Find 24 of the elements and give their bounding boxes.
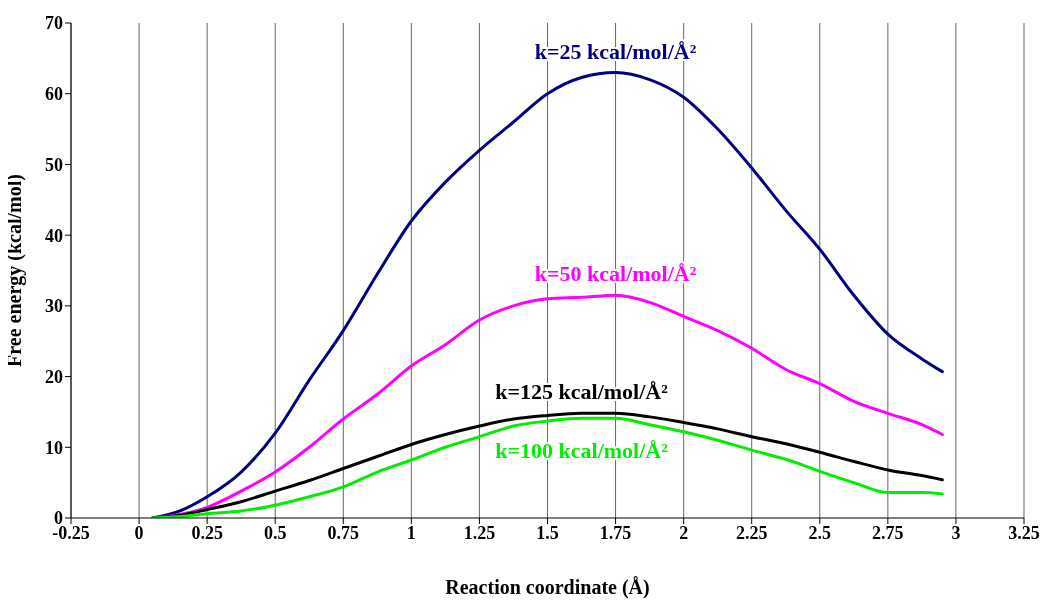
x-tick-label: 1 [406, 522, 416, 543]
x-tick-label: 2.75 [872, 522, 904, 543]
x-tick-label: 2.25 [735, 522, 768, 543]
x-tick-label: 3 [951, 522, 961, 543]
line-series [151, 71, 944, 518]
y-tick-label: 20 [45, 366, 63, 387]
y-tick-label: 60 [45, 84, 63, 105]
x-tick-label: 0.25 [191, 522, 223, 543]
y-tick-label: 30 [45, 296, 63, 317]
x-tick-label: 2 [679, 522, 689, 543]
y-tick-label: 10 [45, 437, 63, 458]
x-tick-label: 0 [134, 522, 144, 543]
y-tick-label: 40 [45, 225, 63, 246]
x-tick-label: 3.25 [1008, 522, 1040, 543]
x-tick-label: 0.75 [327, 522, 360, 543]
x-axis-title: Reaction coordinate (Å) [445, 576, 650, 599]
x-tick-label: 1.5 [536, 522, 559, 543]
y-tick-label: 70 [45, 13, 63, 34]
x-tick-label: 0.5 [263, 522, 287, 543]
x-tick-label: 2.5 [808, 522, 832, 543]
x-tick-label: 1.75 [599, 522, 632, 543]
x-tick-label: 1.25 [463, 522, 496, 543]
y-tick-label: 50 [45, 154, 63, 175]
y-axis-title: Free energy (kcal/mol) [3, 174, 27, 367]
